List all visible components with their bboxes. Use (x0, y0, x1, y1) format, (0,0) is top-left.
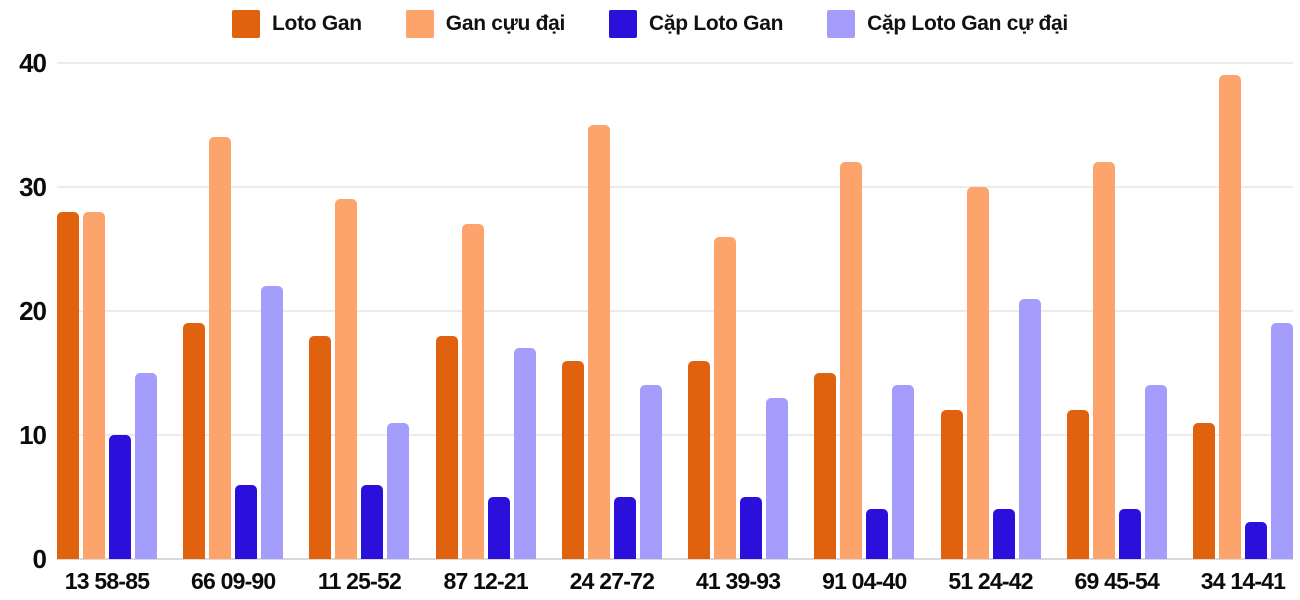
bar-loto-gan[interactable] (688, 360, 711, 559)
bar-group-6 (814, 63, 915, 559)
bar-cap-loto-gan-cu-dai[interactable] (261, 286, 284, 559)
legend-item-loto-gan[interactable]: Loto Gan (232, 10, 362, 38)
y-tick-label-40: 40 (19, 48, 47, 78)
x-tick-label-2: 11 25-52 (317, 568, 402, 594)
y-tick-label-30: 30 (19, 172, 47, 202)
legend-swatch-cap-loto-gan-cu-dai (827, 10, 856, 38)
x-tick-label-0: 13 58-85 (64, 568, 150, 594)
bar-gan-cuu-dai[interactable] (966, 187, 989, 559)
bar-gan-cuu-dai[interactable] (461, 224, 484, 559)
bar-loto-gan[interactable] (1192, 422, 1215, 559)
bar-group-9 (1192, 63, 1293, 559)
legend-item-gan-cuu-dai[interactable]: Gan cựu đại (405, 10, 566, 38)
bar-cap-loto-gan-cu-dai[interactable] (1270, 323, 1293, 559)
legend-item-cap-loto-gan[interactable]: Cặp Loto Gan (609, 10, 783, 38)
bar-loto-gan[interactable] (814, 373, 837, 559)
bar-group-4 (561, 63, 662, 559)
x-tick-label-6: 91 04-40 (822, 568, 907, 594)
bar-cap-loto-gan-cu-dai[interactable] (766, 397, 789, 559)
bar-gan-cuu-dai[interactable] (209, 137, 232, 559)
bar-cap-loto-gan[interactable] (740, 497, 763, 559)
bar-gan-cuu-dai[interactable] (1218, 75, 1241, 559)
bar-cap-loto-gan[interactable] (361, 484, 384, 559)
x-tick-label-9: 34 14-41 (1200, 568, 1286, 594)
bar-cap-loto-gan[interactable] (866, 509, 889, 559)
gridline-10 (57, 434, 1293, 436)
bar-group-2 (309, 63, 410, 559)
bar-gan-cuu-dai[interactable] (714, 236, 737, 559)
legend-label-cap-loto-gan-cu-dai: Cặp Loto Gan cự đại (867, 12, 1068, 35)
x-tick-label-4: 24 27-72 (569, 568, 655, 594)
legend-label-cap-loto-gan: Cặp Loto Gan (649, 12, 784, 35)
bar-cap-loto-gan-cu-dai[interactable] (513, 348, 536, 559)
bar-groups (57, 63, 1293, 559)
bar-gan-cuu-dai[interactable] (335, 199, 358, 559)
bar-cap-loto-gan-cu-dai[interactable] (387, 422, 410, 559)
legend-swatch-gan-cuu-dai (405, 10, 434, 38)
chart-legend: Loto Gan Gan cựu đại Cặp Loto Gan Cặp Loto … (0, 4, 1300, 44)
bar-cap-loto-gan-cu-dai[interactable] (135, 373, 157, 559)
bar-cap-loto-gan[interactable] (487, 497, 510, 559)
bar-cap-loto-gan[interactable] (992, 509, 1015, 559)
y-tick-label-0: 0 (32, 544, 47, 574)
bar-cap-loto-gan-cu-dai[interactable] (1144, 385, 1167, 559)
bar-loto-gan[interactable] (561, 360, 584, 559)
x-tick-label-1: 66 09-90 (191, 568, 276, 594)
gridline-30 (57, 186, 1293, 188)
x-tick-label-3: 87 12-21 (443, 568, 528, 594)
legend-item-cap-loto-gan-cu-dai[interactable]: Cặp Loto Gan cự đại (827, 10, 1068, 38)
plot-area (57, 62, 1293, 560)
y-tick-label-20: 20 (19, 296, 47, 326)
bar-cap-loto-gan-cu-dai[interactable] (1018, 298, 1041, 559)
bar-loto-gan[interactable] (435, 335, 458, 559)
y-tick-label-10: 10 (19, 420, 47, 450)
bar-gan-cuu-dai[interactable] (587, 125, 610, 559)
x-axis: 13 58-85 66 09-90 11 25-52 87 12-21 24 27-72… (57, 566, 1293, 596)
x-tick-label-7: 51 24-42 (948, 568, 1033, 594)
bar-group-0 (57, 63, 157, 559)
legend-label-gan-cuu-dai: Gan cựu đại (445, 12, 566, 35)
bar-loto-gan[interactable] (1066, 410, 1089, 559)
bar-group-8 (1066, 63, 1167, 559)
bar-gan-cuu-dai[interactable] (83, 211, 105, 559)
bar-cap-loto-gan-cu-dai[interactable] (639, 385, 662, 559)
bar-cap-loto-gan[interactable] (1118, 509, 1141, 559)
bar-loto-gan[interactable] (940, 410, 963, 559)
bar-loto-gan[interactable] (57, 211, 79, 559)
x-tick-label-8: 69 45-54 (1074, 568, 1160, 594)
bar-cap-loto-gan[interactable] (235, 484, 258, 559)
bar-cap-loto-gan-cu-dai[interactable] (892, 385, 915, 559)
x-tick-label-5: 41 39-93 (695, 568, 781, 594)
bar-cap-loto-gan[interactable] (613, 497, 636, 559)
gridline-20 (57, 310, 1293, 312)
bar-group-1 (183, 63, 284, 559)
bar-group-7 (940, 63, 1041, 559)
bar-loto-gan[interactable] (309, 335, 332, 559)
bar-loto-gan[interactable] (183, 323, 206, 559)
bar-group-3 (435, 63, 536, 559)
legend-swatch-cap-loto-gan (609, 10, 638, 38)
legend-label-loto-gan: Loto Gan (272, 12, 362, 35)
bar-gan-cuu-dai[interactable] (840, 162, 863, 559)
gridline-40 (57, 62, 1293, 64)
bar-group-5 (688, 63, 789, 559)
bar-cap-loto-gan[interactable] (1244, 521, 1267, 559)
bar-gan-cuu-dai[interactable] (1092, 162, 1115, 559)
legend-swatch-loto-gan (232, 10, 261, 38)
axis-baseline (57, 558, 1293, 560)
bar-cap-loto-gan[interactable] (109, 435, 131, 559)
